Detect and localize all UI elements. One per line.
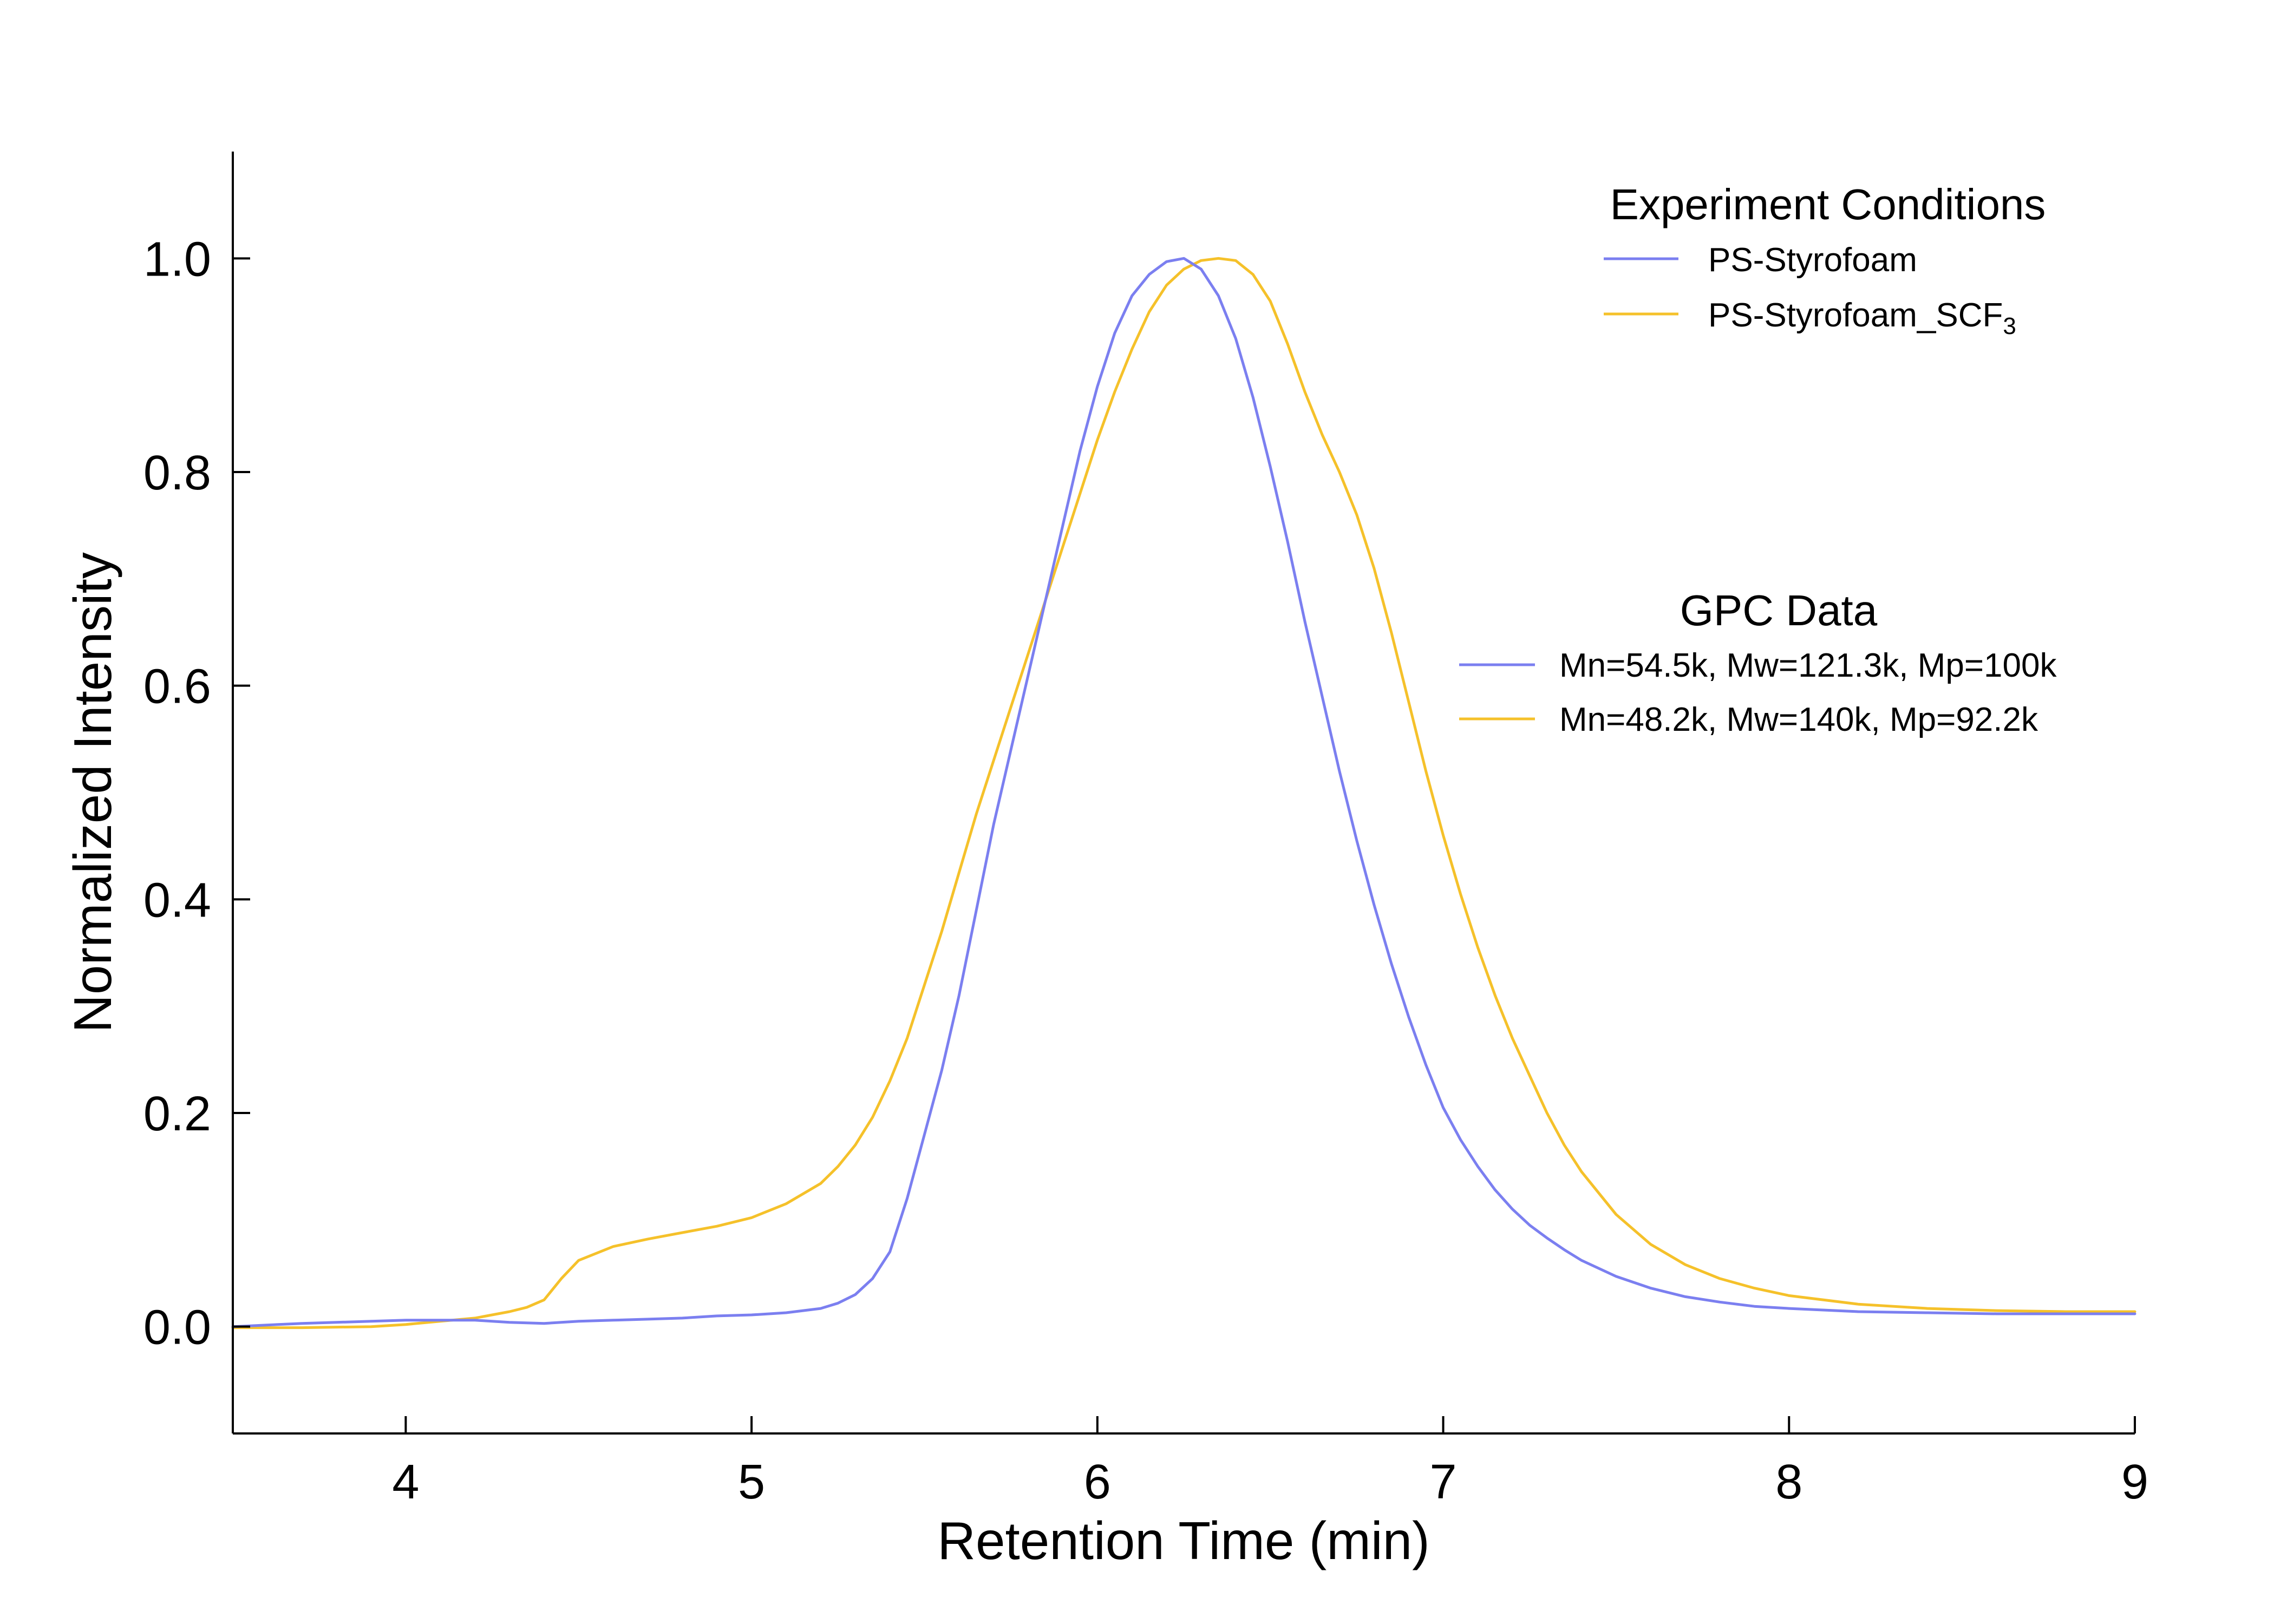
x-tick-label: 7 [1430,1455,1457,1509]
legend-gpc-data: GPC Data Mn=54.5k, Mw=121.3k, Mp=100k Mn… [1459,586,2057,738]
y-tick-label: 0.4 [143,873,211,927]
series-line-ps-styrofoam [231,257,2136,1328]
x-axis-title: Retention Time (min) [937,1511,1430,1570]
y-tick-label: 0.0 [143,1301,211,1355]
y-tick-label: 1.0 [143,232,211,286]
x-tick-label: 8 [1775,1455,1802,1509]
legend-label-gpc-1: Mn=54.5k, Mw=121.3k, Mp=100k [1559,647,2057,684]
y-ticks: 0.0 0.2 0.4 0.6 0.8 1.0 [143,232,250,1355]
y-tick-label: 0.2 [143,1087,211,1141]
legend-conditions-title: Experiment Conditions [1610,180,2046,228]
legend-label-gpc-2: Mn=48.2k, Mw=140k, Mp=92.2k [1559,701,2038,738]
legend-label-scf3-main: PS-Styrofoam_SCF [1708,297,2003,334]
y-axis-title: Normalized Intensity [63,552,122,1033]
legend-gpc-title: GPC Data [1680,586,1878,634]
x-ticks: 4 5 6 7 8 9 [392,1416,2148,1509]
y-tick-label: 0.6 [143,660,211,714]
series-line-ps-styrofoam-scf3 [231,257,2136,1330]
y-tick-label: 0.8 [143,446,211,500]
legend-label-ps-styrofoam-scf3: PS-Styrofoam_SCF3 [1708,297,2016,339]
legend-label-ps-styrofoam: PS-Styrofoam [1708,241,1917,279]
x-tick-label: 9 [2121,1455,2148,1509]
legend-label-scf3-subscript: 3 [2003,313,2016,339]
x-tick-label: 5 [738,1455,765,1509]
x-tick-label: 6 [1084,1455,1111,1509]
legend-experiment-conditions: Experiment Conditions PS-Styrofoam PS-St… [1604,180,2046,339]
series-layer [231,257,2136,1330]
x-tick-label: 4 [392,1455,419,1509]
plot-area: 4 5 6 7 8 9 0.0 0.2 0.4 0.6 0.8 1.0 [143,152,2148,1509]
